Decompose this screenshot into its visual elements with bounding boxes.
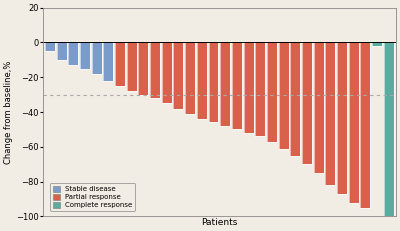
Bar: [349, 43, 359, 203]
Bar: [150, 43, 160, 98]
Bar: [360, 43, 370, 208]
Bar: [220, 43, 230, 126]
Bar: [138, 43, 148, 95]
Bar: [267, 43, 277, 142]
Bar: [326, 43, 335, 185]
Bar: [185, 43, 195, 114]
Bar: [197, 43, 207, 119]
Bar: [115, 43, 125, 86]
Bar: [150, 43, 160, 98]
Bar: [372, 43, 382, 46]
Bar: [267, 43, 277, 142]
X-axis label: Patients: Patients: [201, 218, 238, 227]
Bar: [349, 43, 359, 203]
Bar: [314, 43, 324, 173]
Bar: [68, 43, 78, 65]
Bar: [80, 43, 90, 69]
Bar: [244, 43, 254, 133]
Bar: [45, 43, 55, 51]
Bar: [174, 43, 184, 109]
Bar: [220, 43, 230, 126]
Bar: [162, 43, 172, 103]
Bar: [302, 43, 312, 164]
Bar: [127, 43, 137, 91]
Bar: [279, 43, 288, 149]
Legend: Stable disease, Partial response, Complete response: Stable disease, Partial response, Comple…: [50, 183, 135, 211]
Bar: [232, 43, 242, 129]
Bar: [279, 43, 288, 149]
Bar: [56, 43, 66, 60]
Bar: [244, 43, 254, 133]
Bar: [197, 43, 207, 119]
Bar: [302, 43, 312, 164]
Bar: [45, 43, 55, 51]
Bar: [326, 43, 335, 185]
Bar: [162, 43, 172, 103]
Y-axis label: Change from baseline,%: Change from baseline,%: [4, 60, 13, 164]
Bar: [138, 43, 148, 95]
Bar: [115, 43, 125, 86]
Bar: [127, 43, 137, 91]
Bar: [208, 43, 218, 122]
Bar: [208, 43, 218, 122]
Bar: [384, 43, 394, 216]
Bar: [103, 43, 113, 81]
Bar: [337, 43, 347, 194]
Bar: [314, 43, 324, 173]
Bar: [372, 43, 382, 46]
Bar: [290, 43, 300, 155]
Bar: [360, 43, 370, 208]
Bar: [174, 43, 184, 109]
Bar: [232, 43, 242, 129]
Bar: [290, 43, 300, 155]
Bar: [337, 43, 347, 194]
Bar: [80, 43, 90, 69]
Bar: [384, 43, 394, 216]
Bar: [56, 43, 66, 60]
Bar: [255, 43, 265, 137]
Bar: [68, 43, 78, 65]
Bar: [103, 43, 113, 81]
Bar: [92, 43, 102, 74]
Bar: [185, 43, 195, 114]
Bar: [255, 43, 265, 137]
Bar: [92, 43, 102, 74]
